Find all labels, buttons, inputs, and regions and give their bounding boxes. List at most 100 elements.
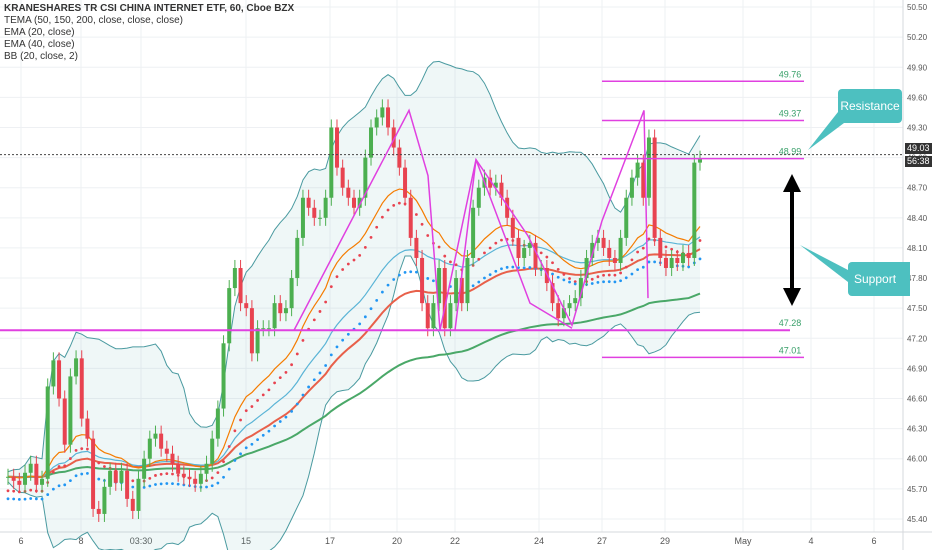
psar-dot-blue	[341, 338, 345, 342]
psar-dot-blue	[148, 484, 152, 488]
psar-dot	[233, 429, 237, 433]
psar-dot-blue	[329, 353, 333, 357]
psar-dot-blue	[500, 267, 503, 271]
candle-body	[573, 298, 578, 304]
psar-dot-blue	[17, 497, 21, 501]
psar-dot	[222, 460, 225, 464]
psar-dot-blue	[57, 484, 61, 488]
support-callout[interactable]: Support ra	[848, 262, 910, 320]
candle-body	[244, 303, 249, 309]
psar-dot	[420, 222, 424, 226]
legend-tema[interactable]: TEMA (50, 150, 200, close, close, close)	[4, 15, 183, 26]
psar-dot-blue	[613, 280, 617, 284]
support-label: Support ra	[854, 272, 897, 320]
psar-dot-blue	[176, 482, 180, 486]
candle-body	[153, 433, 158, 439]
candle-body	[278, 303, 283, 314]
psar-dot	[562, 273, 566, 276]
candle-body	[646, 137, 651, 198]
time-tick-label: 15	[241, 536, 251, 546]
psar-dot	[250, 405, 254, 408]
candle-body	[516, 237, 521, 258]
psar-dot	[335, 275, 339, 279]
psar-dot	[256, 399, 259, 402]
psar-dot	[63, 464, 67, 468]
psar-dot	[273, 381, 276, 385]
psar-dot	[318, 310, 322, 313]
candle-body	[527, 242, 532, 248]
psar-dot-blue	[210, 484, 214, 488]
candle-body	[40, 478, 45, 485]
fib-level-label: 48.99	[779, 147, 802, 157]
candle-body	[369, 127, 374, 158]
legend-bb[interactable]: BB (20, close, 2)	[4, 51, 78, 62]
psar-dot-blue	[358, 322, 362, 326]
psar-dot	[539, 251, 543, 255]
candle-body	[170, 453, 175, 464]
candle-body	[62, 398, 67, 445]
psar-dot	[624, 265, 628, 269]
psar-dot	[607, 273, 611, 277]
price-tick-label: 49.90	[907, 63, 928, 72]
resistance-callout[interactable]: Resistance	[838, 89, 902, 123]
candle-body	[340, 167, 345, 188]
fib-level-label: 47.28	[779, 318, 802, 328]
candle-body	[448, 303, 453, 329]
candle-body	[397, 147, 402, 168]
psar-dot	[613, 273, 617, 277]
indicator-legend: KRANESHARES TR CSI CHINA INTERNET ETF, 6…	[4, 3, 294, 63]
psar-dot	[392, 203, 396, 207]
psar-dot-blue	[46, 493, 50, 496]
candle-body	[23, 472, 28, 485]
psar-dot-blue	[239, 452, 242, 456]
psar-dot	[664, 245, 668, 249]
zigzag-pattern	[293, 108, 649, 331]
psar-dot-blue	[528, 266, 532, 269]
candle-body	[51, 360, 56, 387]
candle-body	[266, 328, 271, 330]
psar-dot-blue	[426, 277, 430, 280]
psar-dot-blue	[602, 280, 605, 284]
resistance-label: Resistance	[840, 99, 900, 113]
candle-body	[334, 127, 339, 168]
psar-dot	[619, 271, 622, 275]
psar-dot	[414, 213, 418, 216]
psar-dot	[171, 472, 174, 476]
psar-dot-blue	[409, 270, 413, 274]
psar-dot-blue	[40, 497, 44, 501]
psar-dot	[369, 235, 373, 239]
legend-ema20[interactable]: EMA (20, close)	[4, 27, 75, 38]
candle-body	[618, 237, 623, 263]
psar-dot-blue	[573, 282, 577, 286]
psar-dot-blue	[471, 284, 475, 288]
psar-dot	[596, 275, 600, 279]
time-tick-label: 03:30	[130, 536, 153, 546]
psar-dot-blue	[653, 260, 657, 264]
psar-dot	[12, 489, 16, 493]
candle-body	[550, 283, 555, 304]
psar-dot-blue	[244, 446, 248, 450]
candle-body	[125, 470, 130, 499]
psar-dot	[358, 254, 362, 257]
candle-body	[346, 187, 351, 198]
price-tick-label: 46.90	[907, 364, 928, 373]
legend-ema40[interactable]: EMA (40, close)	[4, 39, 75, 50]
psar-dot	[488, 246, 492, 250]
psar-dot-blue	[34, 497, 38, 501]
candle-body	[686, 252, 691, 258]
psar-dot-blue	[636, 268, 640, 272]
psar-dot-blue	[511, 265, 515, 269]
countdown-value: 56:38	[907, 156, 930, 166]
candle-body	[499, 182, 504, 198]
psar-dot	[494, 241, 498, 245]
candle-body	[204, 463, 209, 474]
psar-dot	[68, 457, 72, 460]
psar-dot-blue	[590, 282, 594, 285]
candle-body	[91, 438, 96, 509]
psar-dot-blue	[312, 378, 316, 382]
psar-dot-blue	[522, 266, 526, 270]
bb-fill	[8, 61, 700, 555]
psar-dot	[443, 254, 447, 258]
